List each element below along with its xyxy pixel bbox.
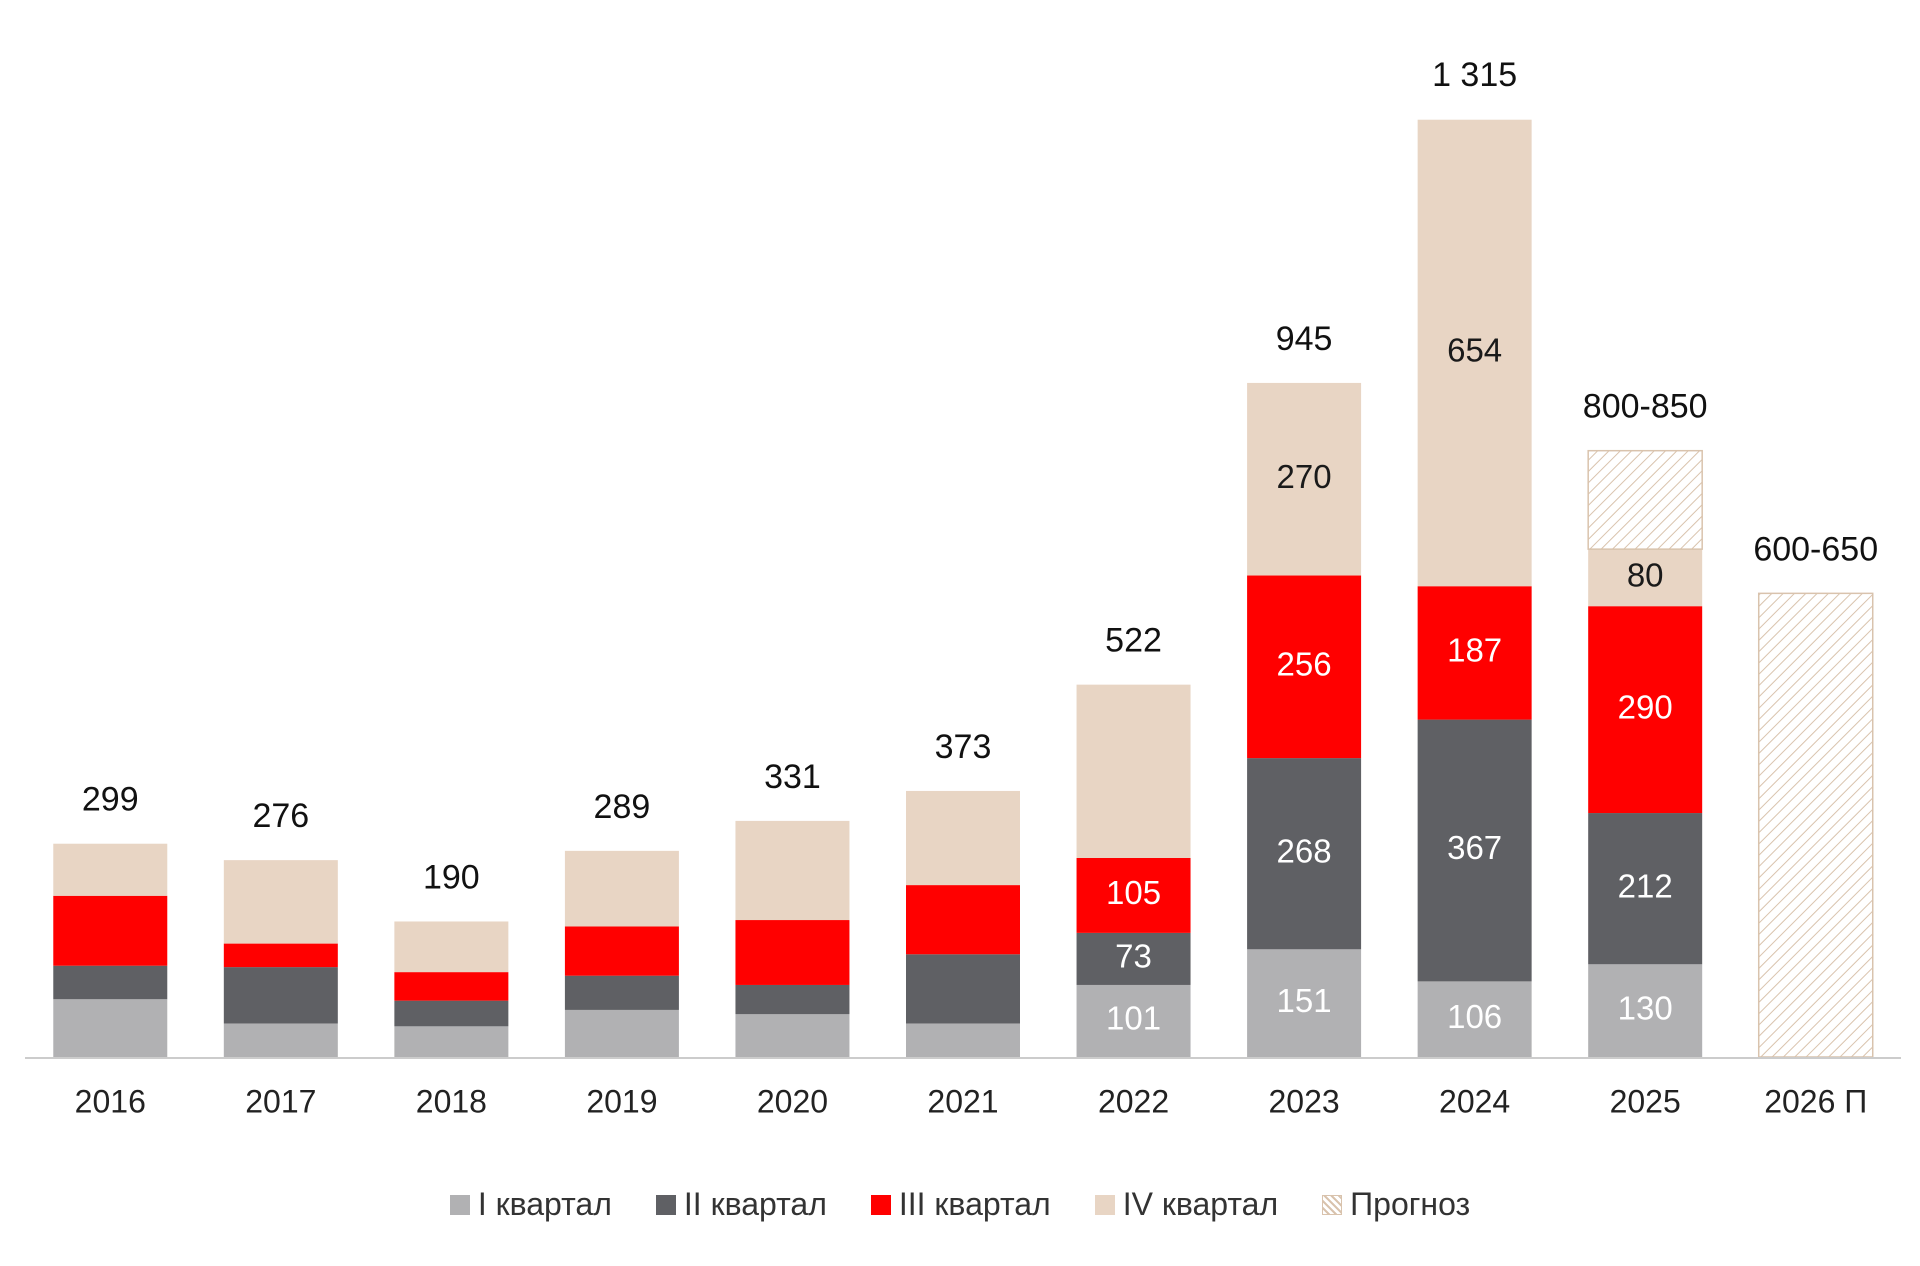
bar-segment	[1076, 684, 1191, 858]
bar-segment	[906, 954, 1020, 1024]
segment-label: 268	[1277, 832, 1332, 869]
segment-label: 105	[1106, 874, 1161, 911]
bar-segment	[906, 885, 1020, 955]
bar-segment	[223, 943, 338, 968]
bar-segment	[1247, 949, 1362, 1057]
segment-label: 106	[1447, 998, 1502, 1035]
total-label: 190	[423, 858, 480, 896]
segment-label: 270	[1277, 458, 1332, 495]
bar-segment	[53, 965, 168, 1000]
segment-label: 101	[1106, 1000, 1161, 1037]
segment-label: 654	[1447, 332, 1502, 369]
legend-item: III квартал	[870, 1186, 1051, 1223]
bar-segment	[394, 1026, 509, 1057]
x-tick-label: 2021	[927, 1083, 998, 1119]
bar-segment	[1417, 719, 1532, 982]
total-label: 299	[82, 781, 139, 819]
bar-segment	[1417, 981, 1532, 1057]
bar-segment	[1076, 857, 1191, 933]
bar-segment	[1247, 758, 1362, 950]
bar-segment	[394, 972, 509, 1001]
bar-segment	[1417, 119, 1532, 587]
x-tick-label: 2025	[1610, 1083, 1681, 1119]
legend-item: I квартал	[449, 1186, 612, 1223]
total-label: 1 315	[1432, 56, 1517, 94]
legend: I квартал II квартал III квартал IV квартал…	[0, 1186, 1920, 1223]
bar-segment	[564, 975, 679, 1010]
segment-label: 73	[1115, 938, 1152, 975]
x-tick-label: 2023	[1268, 1083, 1339, 1119]
segment-label: 290	[1618, 688, 1673, 725]
bar-segment	[1076, 932, 1191, 985]
segment-label: 80	[1627, 556, 1664, 593]
bar-segment	[735, 984, 850, 1015]
bar-segment	[735, 820, 850, 921]
bar-segment	[223, 860, 338, 944]
bar-segment	[394, 1000, 509, 1027]
legend-item: IV квартал	[1094, 1186, 1279, 1223]
legend-label: III квартал	[898, 1186, 1051, 1222]
legend-swatch	[1322, 1194, 1343, 1215]
bar-segment	[1588, 813, 1703, 965]
bar-segment	[1588, 549, 1703, 607]
x-tick-label: 2022	[1098, 1083, 1169, 1119]
legend-item: II квартал	[655, 1186, 827, 1223]
segment-label: 367	[1447, 829, 1502, 866]
segment-label: 256	[1277, 646, 1332, 683]
total-label: 522	[1105, 622, 1162, 660]
x-tick-label: 2026 П	[1764, 1083, 1867, 1119]
bar-segment	[53, 999, 168, 1057]
x-tick-label: 2020	[757, 1083, 828, 1119]
bar-segment	[735, 1014, 850, 1057]
bar-segment	[394, 921, 509, 973]
bar-segment	[1588, 964, 1703, 1057]
legend-item: Прогноз	[1322, 1186, 1470, 1223]
legend-label: Прогноз	[1350, 1186, 1471, 1222]
bar-segment	[1247, 575, 1362, 759]
total-label: 800-850	[1583, 388, 1708, 426]
x-tick-label: 2018	[416, 1083, 487, 1119]
legend-swatch	[655, 1194, 676, 1215]
legend-swatch	[1094, 1194, 1115, 1215]
bar-segment	[1588, 606, 1703, 814]
total-label: 276	[252, 797, 309, 835]
bar-segment	[1076, 984, 1191, 1057]
total-label: 945	[1276, 320, 1333, 358]
bar-segment	[735, 920, 850, 985]
total-label: 373	[935, 728, 992, 766]
legend-label: II квартал	[683, 1186, 827, 1222]
legend-swatch	[870, 1194, 891, 1215]
forecast-bar	[1757, 592, 1874, 1058]
legend-label: IV квартал	[1122, 1186, 1279, 1222]
segment-label: 187	[1447, 632, 1502, 669]
legend-label: I квартал	[477, 1186, 612, 1222]
x-tick-label: 2019	[586, 1083, 657, 1119]
bar-segment	[223, 1023, 338, 1057]
bar-segment	[564, 926, 679, 976]
bar-segment	[906, 1023, 1020, 1057]
x-tick-label: 2024	[1439, 1083, 1510, 1119]
total-label: 600-650	[1753, 530, 1878, 568]
bar-segment	[53, 843, 168, 896]
bar-segment	[53, 895, 168, 966]
segment-label: 151	[1277, 982, 1332, 1019]
bar-segment	[564, 850, 679, 927]
bar-segment	[1417, 586, 1532, 720]
bar-segment	[223, 967, 338, 1024]
bar-segment	[1247, 382, 1362, 576]
forecast-bar	[1587, 449, 1703, 550]
x-tick-label: 2017	[245, 1083, 316, 1119]
total-label: 289	[594, 788, 651, 826]
segment-label: 130	[1618, 989, 1673, 1026]
total-label: 331	[764, 758, 821, 796]
legend-swatch	[449, 1194, 470, 1215]
bar-segment	[564, 1009, 679, 1057]
bar-segment	[906, 790, 1020, 886]
segment-label: 212	[1618, 867, 1673, 904]
x-tick-label: 2016	[75, 1083, 146, 1119]
